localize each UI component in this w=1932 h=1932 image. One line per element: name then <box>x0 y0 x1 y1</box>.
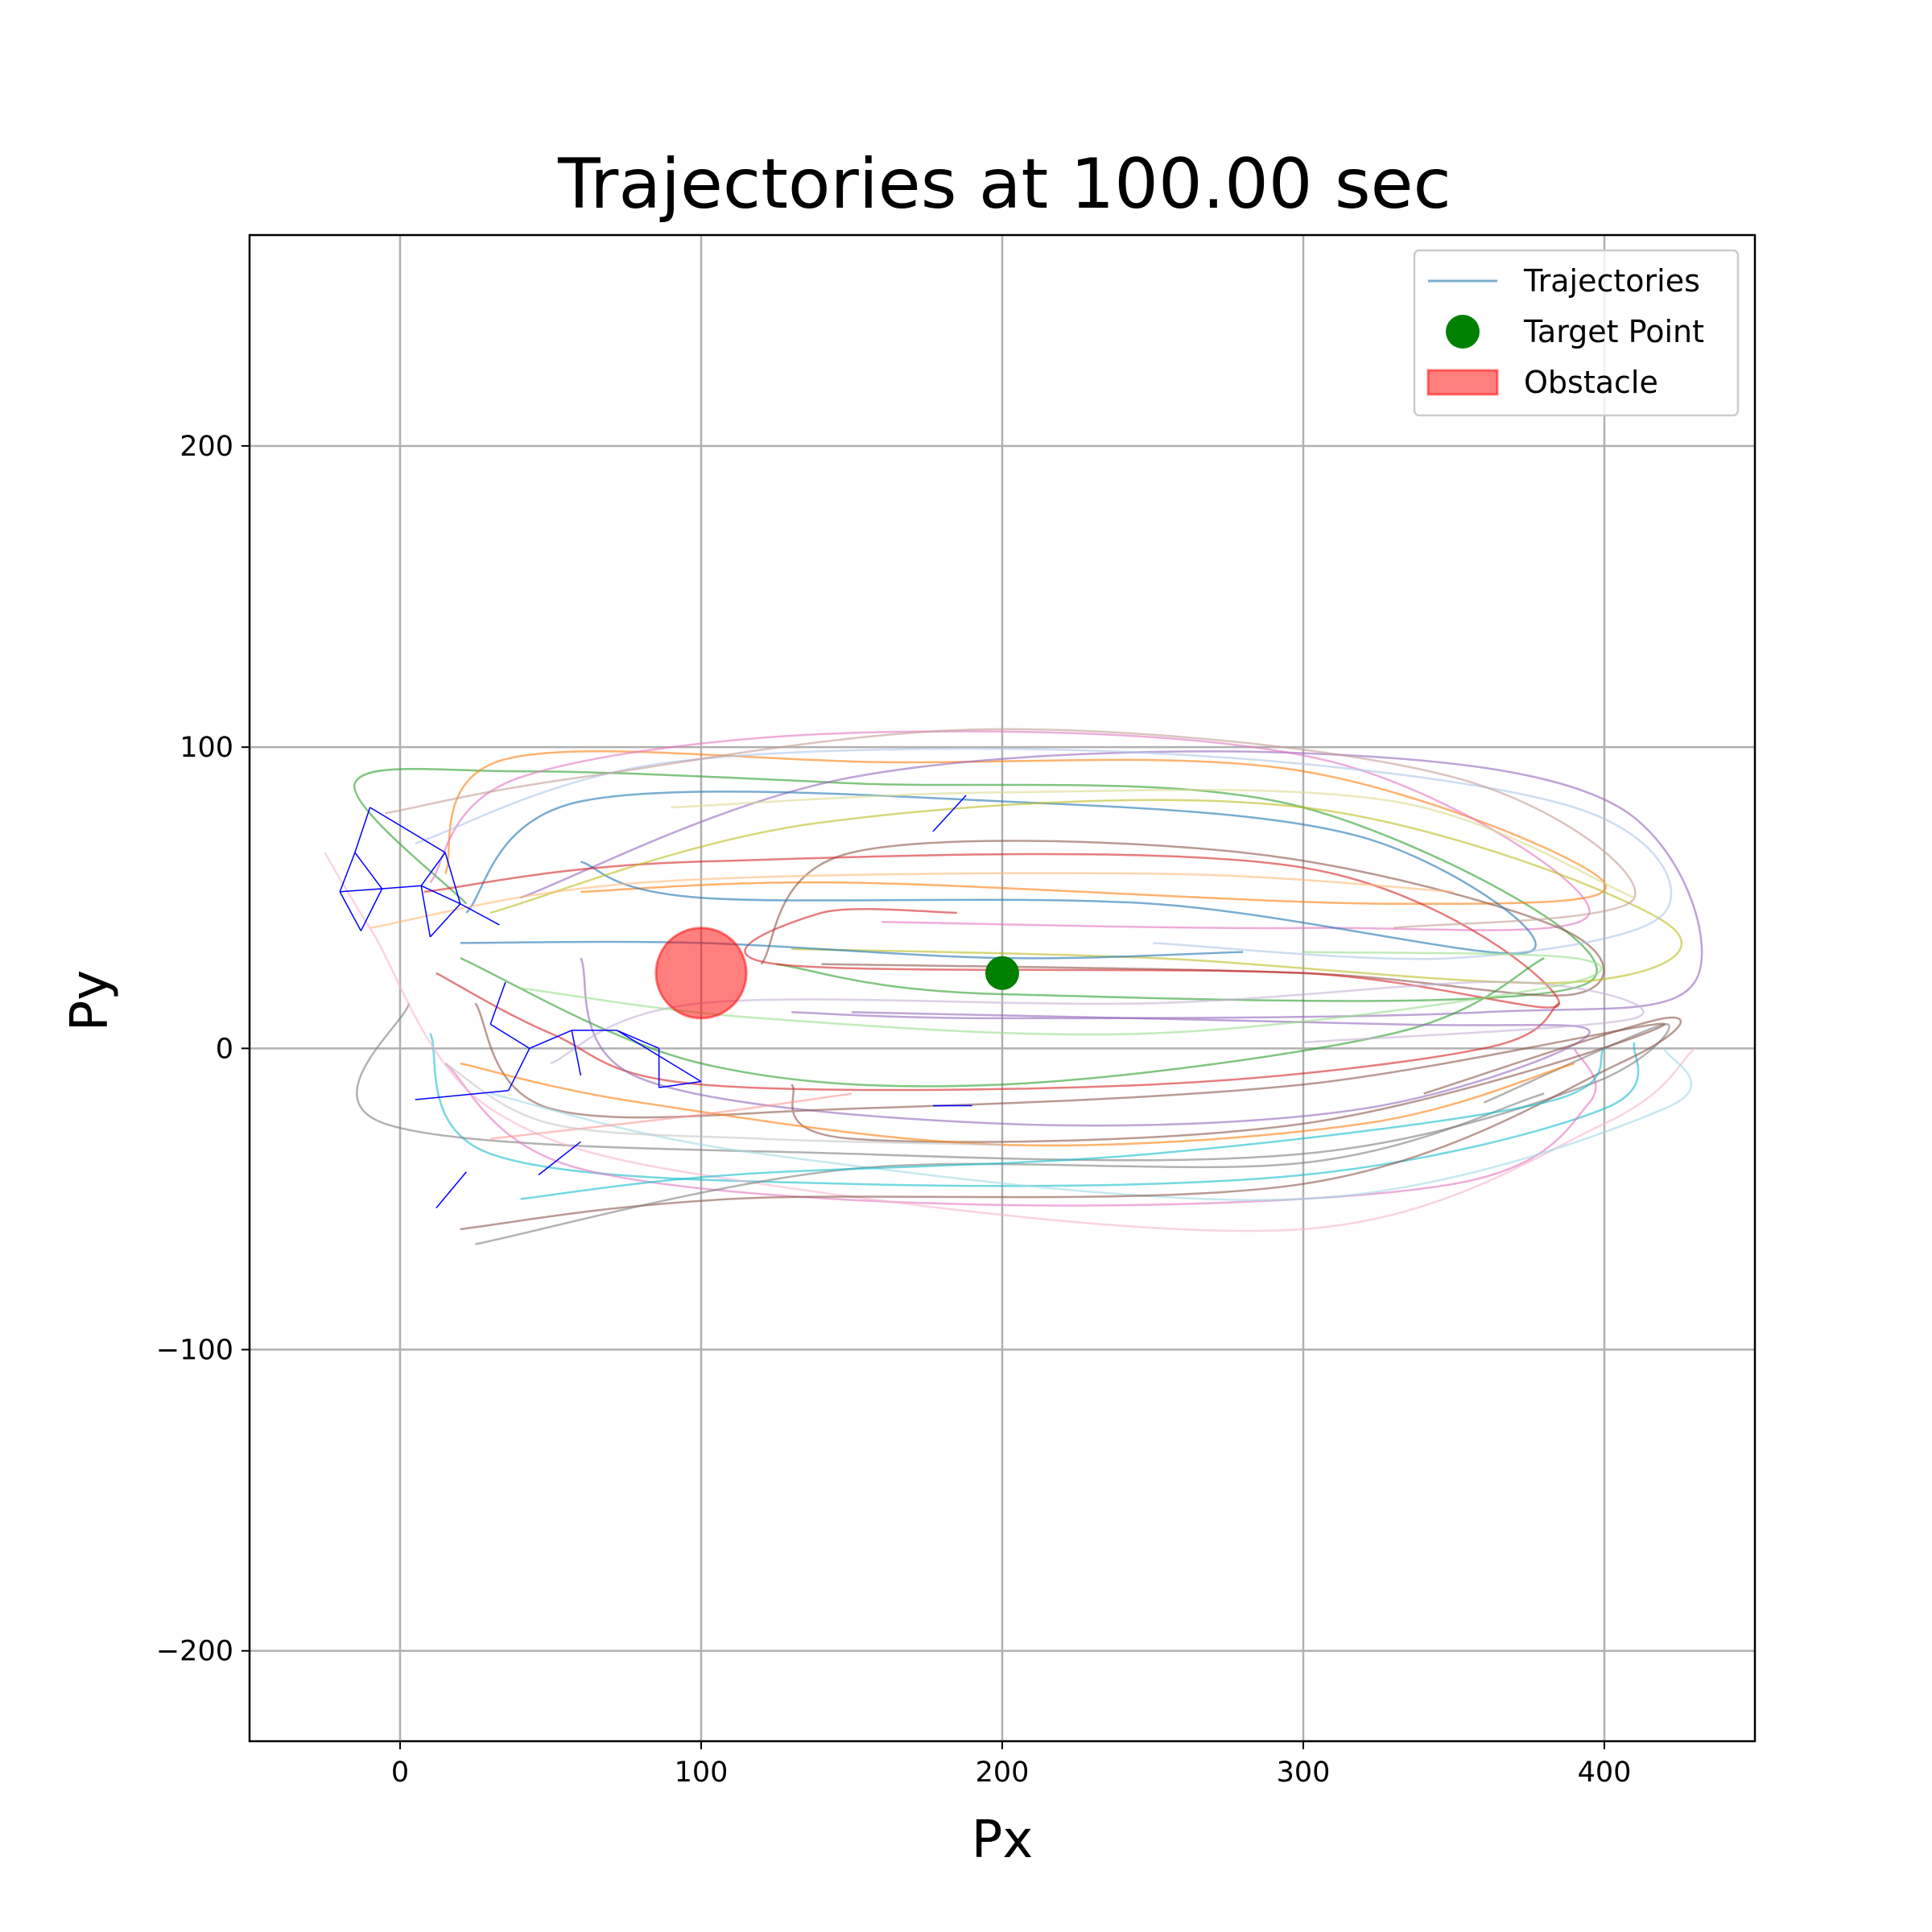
agent-link <box>354 852 383 890</box>
agent-link <box>369 807 446 853</box>
legend-obstacle-swatch <box>1426 369 1499 396</box>
trajectory-line <box>444 749 1608 905</box>
x-tick-label: 0 <box>391 1757 409 1789</box>
agent-link <box>658 1080 702 1088</box>
trajectory-line <box>460 1062 1575 1147</box>
y-tick-label: −200 <box>156 1636 233 1668</box>
trajectory-line <box>490 1092 852 1140</box>
agent-link <box>382 885 422 890</box>
agent-link <box>429 903 461 938</box>
obstacle <box>654 927 748 1020</box>
agent-link <box>489 981 506 1025</box>
trajectory-line <box>489 1047 1693 1201</box>
trajectory-line <box>429 1033 1640 1187</box>
trajectory-line <box>520 1047 1605 1200</box>
agent-link <box>932 795 967 832</box>
agent-link <box>339 891 362 931</box>
trajectory-line <box>415 747 1673 960</box>
trajectory-line <box>444 1047 1597 1207</box>
trajectory-line <box>671 788 1635 899</box>
x-tick-label: 400 <box>1578 1757 1632 1789</box>
agent-link <box>415 1089 509 1100</box>
y-axis: −200 −100 0 100 200 <box>156 431 250 1668</box>
trajectory-line <box>474 1002 1666 1143</box>
trajectory-line <box>356 1002 1670 1162</box>
trajectory-line <box>520 951 1603 1036</box>
target-point <box>985 956 1019 990</box>
legend-target-swatch <box>1446 315 1480 349</box>
y-tick-label: 200 <box>180 431 233 463</box>
y-tick-label: 100 <box>180 732 233 764</box>
x-tick-label: 100 <box>675 1757 729 1789</box>
agent-link <box>339 852 356 893</box>
trajectory-line <box>353 768 1598 1002</box>
agent-link <box>420 885 461 905</box>
trajectory-line <box>324 852 1696 1232</box>
x-axis: 0 100 200 300 400 <box>391 1741 1632 1789</box>
legend-trajectories-label: Trajectories <box>1523 263 1700 299</box>
agent-link <box>571 1030 582 1076</box>
plot-area <box>324 728 1703 1245</box>
trajectory-line <box>369 872 1455 929</box>
y-tick-label: 0 <box>216 1033 233 1065</box>
agent-link <box>538 1141 581 1176</box>
y-axis-label: Py <box>60 970 120 1031</box>
x-axis-label: Px <box>972 1810 1033 1870</box>
trajectory-line <box>465 791 1537 955</box>
trajectory-line <box>460 940 1244 960</box>
agent-link <box>420 886 431 938</box>
y-tick-label: −100 <box>156 1335 233 1367</box>
agent-link <box>436 1171 467 1209</box>
agent-link <box>529 1030 572 1050</box>
agent-link <box>354 807 371 853</box>
agent-link <box>420 852 446 886</box>
x-tick-label: 200 <box>976 1757 1030 1789</box>
legend: Trajectories Target Point Obstacle <box>1413 249 1740 417</box>
agent-link <box>507 1048 530 1092</box>
trajectory-line <box>489 799 1683 985</box>
legend-target-label: Target Point <box>1523 314 1704 349</box>
agent-link <box>460 903 500 926</box>
legend-obstacle-label: Obstacle <box>1524 365 1658 400</box>
trajectory-line <box>385 728 1637 929</box>
agent-link <box>340 888 382 893</box>
agent-links <box>339 795 972 1209</box>
agent-link <box>444 852 461 904</box>
trajectory-line <box>444 1062 1003 1146</box>
chart-title: Trajectories at 100.00 sec <box>557 144 1451 225</box>
agent-link <box>616 1030 659 1050</box>
trajectory-line <box>429 730 1591 931</box>
agent-link <box>489 1023 530 1049</box>
agent-link <box>360 888 383 931</box>
x-tick-label: 300 <box>1277 1757 1331 1789</box>
trajectories <box>324 728 1703 1245</box>
trajectory-line <box>423 852 1561 1009</box>
trajectory-line <box>460 1016 1682 1231</box>
trajectory-line <box>475 1092 1545 1245</box>
agent-link <box>616 1030 702 1083</box>
trajectory-line <box>436 972 1560 1092</box>
